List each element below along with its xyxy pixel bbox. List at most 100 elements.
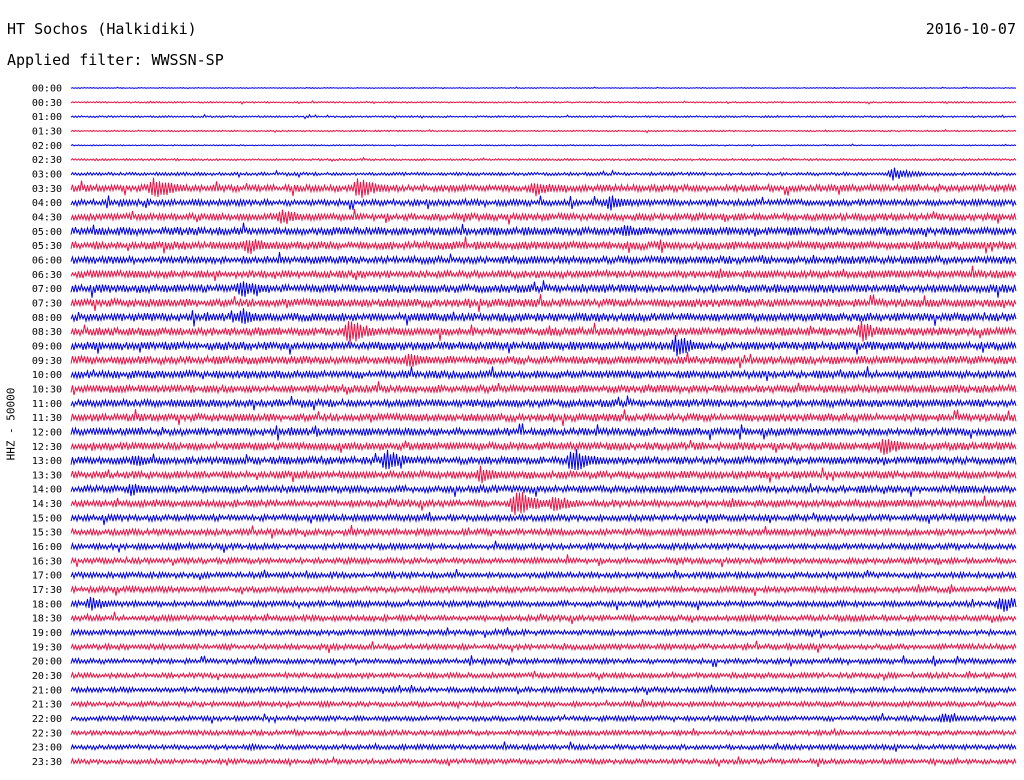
trace-row xyxy=(70,640,1017,654)
trace-row xyxy=(70,713,1017,725)
row-time-label: 19:30 xyxy=(32,642,62,653)
trace-row xyxy=(70,167,1017,181)
row-time-label: 12:00 xyxy=(32,427,62,438)
row-time-label: 00:00 xyxy=(32,84,62,95)
trace-row xyxy=(70,395,1017,411)
trace-row xyxy=(70,727,1017,738)
trace-row xyxy=(70,128,1017,134)
filter-label: Applied filter: WWSSN-SP xyxy=(7,51,224,69)
trace-row xyxy=(70,423,1017,441)
station-title: HT Sochos (Halkidiki) xyxy=(7,20,197,38)
row-time-label: 17:00 xyxy=(32,571,62,582)
row-time-label: 17:30 xyxy=(32,585,62,596)
trace-row xyxy=(70,755,1017,768)
trace-row xyxy=(70,143,1017,148)
row-time-label: 15:30 xyxy=(32,528,62,539)
row-time-label: 05:30 xyxy=(32,241,62,252)
row-time-label: 15:00 xyxy=(32,513,62,524)
trace-row xyxy=(70,684,1017,696)
trace-row xyxy=(70,156,1017,163)
row-time-label: 23:00 xyxy=(32,743,62,754)
trace-row xyxy=(70,439,1017,455)
trace-row xyxy=(70,236,1017,255)
trace-row xyxy=(70,321,1017,344)
trace-row xyxy=(70,294,1017,312)
row-time-label: 11:00 xyxy=(32,399,62,410)
trace-row xyxy=(70,670,1017,682)
trace-row xyxy=(70,525,1017,539)
row-time-label: 03:30 xyxy=(32,184,62,195)
trace-row xyxy=(70,222,1017,238)
trace-row xyxy=(70,113,1017,120)
trace-row xyxy=(70,492,1017,516)
trace-row xyxy=(70,596,1017,612)
row-time-label: 02:30 xyxy=(32,155,62,166)
trace-row xyxy=(70,265,1017,282)
row-time-label: 01:30 xyxy=(32,126,62,137)
row-time-label: 13:00 xyxy=(32,456,62,467)
row-time-label: 16:00 xyxy=(32,542,62,553)
row-time-label: 09:30 xyxy=(32,356,62,367)
trace-row xyxy=(70,177,1017,198)
row-time-label: 04:30 xyxy=(32,212,62,223)
row-time-label: 08:30 xyxy=(32,327,62,338)
row-time-label: 02:00 xyxy=(32,141,62,152)
row-time-label: 07:00 xyxy=(32,284,62,295)
row-time-label: 11:30 xyxy=(32,413,62,424)
row-time-label: 13:30 xyxy=(32,470,62,481)
row-time-label: 20:00 xyxy=(32,657,62,668)
row-time-label: 10:30 xyxy=(32,384,62,395)
trace-row xyxy=(70,568,1017,582)
trace-row xyxy=(70,611,1017,625)
row-time-label: 12:30 xyxy=(32,442,62,453)
trace-row xyxy=(70,483,1017,497)
row-time-label: 20:30 xyxy=(32,671,62,682)
trace-row xyxy=(70,741,1017,752)
row-time-label: 10:00 xyxy=(32,370,62,381)
row-time-label: 06:30 xyxy=(32,270,62,281)
trace-row xyxy=(70,449,1017,471)
trace-row xyxy=(70,334,1017,357)
row-time-label: 14:30 xyxy=(32,499,62,510)
row-time-label: 03:00 xyxy=(32,169,62,180)
trace-row xyxy=(70,366,1017,382)
trace-row xyxy=(70,584,1017,597)
row-time-label: 23:30 xyxy=(32,757,62,768)
row-time-label: 01:00 xyxy=(32,112,62,123)
row-time-label: 06:00 xyxy=(32,255,62,266)
trace-row xyxy=(70,655,1017,668)
trace-row xyxy=(70,100,1017,105)
row-time-label: 00:30 xyxy=(32,98,62,109)
row-time-label: 16:30 xyxy=(32,556,62,567)
trace-row xyxy=(70,511,1017,526)
trace-row xyxy=(70,554,1017,568)
row-time-label: 22:30 xyxy=(32,728,62,739)
row-time-label: 19:00 xyxy=(32,628,62,639)
row-time-label: 18:30 xyxy=(32,614,62,625)
trace-row xyxy=(70,195,1017,211)
date-label: 2016-10-07 xyxy=(925,20,1016,38)
trace-row xyxy=(70,209,1017,225)
trace-row xyxy=(70,251,1017,266)
row-time-label: 22:00 xyxy=(32,714,62,725)
trace-row xyxy=(70,308,1017,327)
row-time-label: 04:00 xyxy=(32,198,62,209)
row-time-label: 05:00 xyxy=(32,227,62,238)
row-time-label: 08:00 xyxy=(32,313,62,324)
row-time-label: 21:00 xyxy=(32,685,62,696)
trace-row xyxy=(70,352,1017,369)
trace-row xyxy=(70,540,1017,553)
trace-row xyxy=(70,280,1017,298)
trace-row xyxy=(70,86,1017,90)
row-time-label: 14:00 xyxy=(32,485,62,496)
trace-row xyxy=(70,409,1017,426)
row-time-label: 09:00 xyxy=(32,341,62,352)
trace-row xyxy=(70,381,1017,396)
row-time-label: 07:30 xyxy=(32,298,62,309)
trace-row xyxy=(70,465,1017,484)
trace-row xyxy=(70,699,1017,710)
row-time-label: 21:30 xyxy=(32,700,62,711)
row-time-label: 18:00 xyxy=(32,599,62,610)
